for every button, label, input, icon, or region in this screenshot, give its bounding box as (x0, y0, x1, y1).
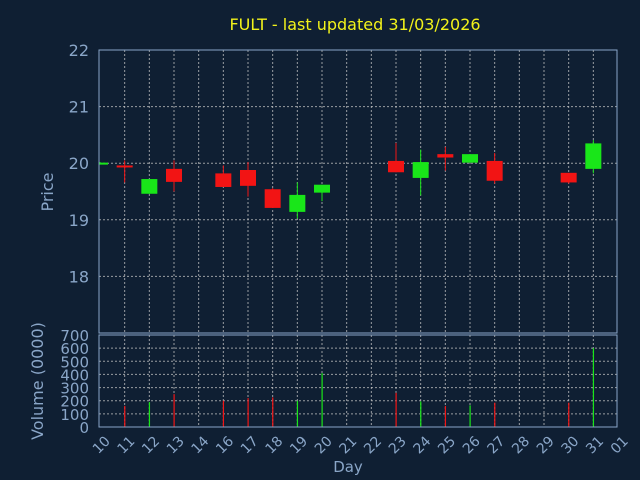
volume-bar (444, 405, 447, 427)
volume-bar (420, 401, 422, 427)
volume-bar (222, 400, 225, 427)
volume-bar (148, 402, 151, 427)
candle-body (141, 179, 158, 194)
volume-bar (395, 392, 397, 427)
volume-tick-label-200: 200 (60, 393, 89, 411)
candle-body (166, 168, 182, 182)
chart-title: FULT - last updated 31/03/2026 (229, 15, 480, 34)
volume-bar (272, 397, 274, 427)
volume-tick-label-0: 0 (79, 419, 89, 437)
volume-tick-label-700: 700 (60, 327, 89, 345)
candle-body (289, 194, 306, 212)
volume-tick-label-500: 500 (60, 353, 89, 371)
candle-body (462, 154, 478, 163)
volume-bar (173, 394, 175, 427)
price-panel-frame (98, 49, 618, 334)
price-tick-label-21: 21 (69, 98, 89, 117)
candle-body (486, 160, 503, 181)
volume-bar (321, 373, 323, 427)
volume-tick-label-300: 300 (60, 380, 89, 398)
price-tick-label-19: 19 (69, 211, 89, 230)
volume-bar (124, 405, 126, 427)
candle-body (560, 172, 577, 183)
price-tick-label-22: 22 (69, 41, 89, 60)
candle-body (388, 160, 404, 173)
candle-body (314, 184, 330, 193)
volume-bar (469, 405, 471, 427)
volume-bar (296, 400, 299, 427)
volume-bar (247, 398, 249, 427)
volume-tick-label-400: 400 (60, 366, 89, 384)
volume-bar (568, 402, 570, 427)
candle-body (240, 169, 256, 186)
volume-bar (592, 348, 595, 427)
volume-tick-label-600: 600 (60, 340, 89, 358)
candle-body (99, 162, 108, 165)
price-y-ticks: 18 19 20 21 22 (69, 41, 89, 286)
price-tick-label-20: 20 (69, 154, 89, 173)
price-axis-label: Price (38, 172, 57, 211)
volume-tick-label-100: 100 (60, 406, 89, 424)
candle-body (264, 189, 281, 208)
candle-body (437, 154, 454, 158)
volume-bars (124, 348, 595, 427)
volume-panel-frame (98, 334, 618, 428)
candle-body (585, 143, 602, 169)
volume-bar (494, 402, 496, 427)
price-tick-label-18: 18 (69, 267, 89, 286)
price-candles (99, 139, 602, 219)
volume-axis-label: Volume (0000) (28, 322, 47, 440)
candle-body (116, 165, 133, 168)
candle-body (215, 173, 232, 187)
candle-body (412, 162, 429, 178)
x-axis-label: Day (333, 458, 363, 476)
